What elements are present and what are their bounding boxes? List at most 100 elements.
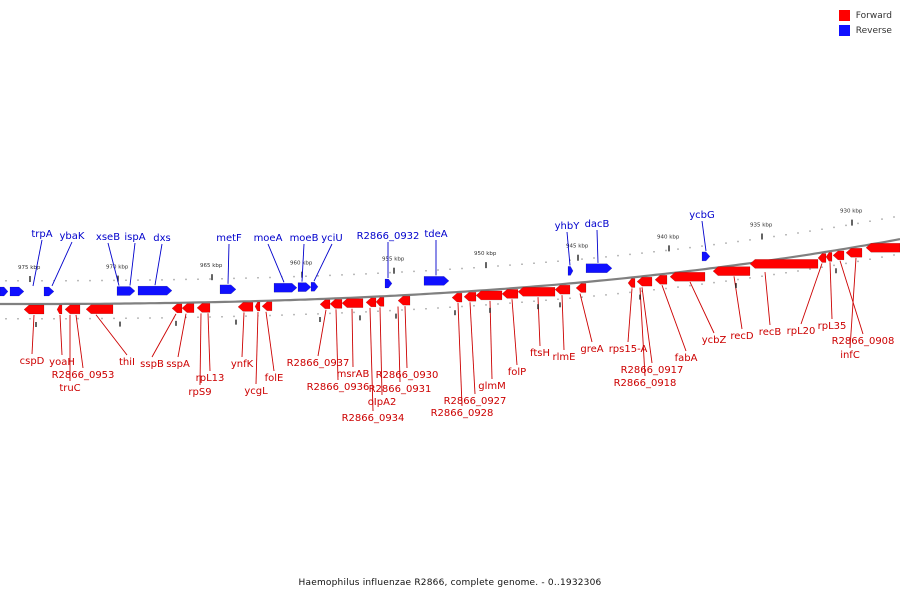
forward-gene-label: infC (840, 350, 860, 361)
legend-forward-label: Forward (855, 10, 892, 21)
forward-gene-arrow (712, 266, 751, 276)
gene-leader-line (241, 312, 245, 358)
forward-gene-arrow (261, 301, 273, 312)
tick-label: 935 kbp (750, 223, 773, 229)
gene-leader-line (51, 241, 73, 287)
legend-reverse: Reverse (838, 23, 892, 38)
forward-gene-label: recB (759, 327, 782, 338)
forward-gene-arrow (627, 278, 636, 288)
forward-gene-label: rpL13 (196, 373, 225, 384)
forward-gene-arrow (397, 295, 411, 306)
forward-gene-label: fabA (675, 353, 698, 364)
gene-leader-line (489, 300, 493, 380)
forward-gene-label: thiI (119, 357, 135, 368)
tick-label: 970 kbp (106, 265, 129, 271)
forward-gene-arrow (825, 252, 833, 262)
forward-gene-label: R2866_0927 (444, 396, 507, 407)
forward-gene-label: rpS9 (188, 387, 211, 398)
forward-gene-label: R2866_0934 (342, 413, 405, 424)
tick-label: 955 kbp (382, 257, 405, 263)
forward-gene-arrow (56, 304, 63, 315)
forward-gene-label: R2866_0931 (369, 384, 432, 395)
forward-gene-label: ynfK (231, 359, 254, 370)
forward-gene-arrow (636, 276, 653, 287)
reverse-gene-arrow (0, 286, 9, 297)
reverse-gene-label: ybaK (60, 231, 85, 242)
reverse-gene-arrow (423, 276, 450, 286)
gene-leader-line (627, 288, 633, 343)
reverse-gene-label: xseB (96, 232, 120, 243)
forward-gene-arrow (501, 289, 519, 299)
forward-gene-arrow (451, 292, 463, 303)
gene-leader-line (301, 243, 305, 282)
gene-leader-line (457, 302, 463, 407)
gene-leader-line (317, 309, 327, 357)
gene-leader-line (59, 314, 63, 356)
forward-gene-arrow (669, 271, 706, 282)
forward-gene-arrow (181, 303, 195, 313)
gene-leader-line (397, 306, 401, 383)
forward-gene-label: folE (265, 373, 284, 384)
gene-leader-line (154, 243, 163, 286)
reverse-gene-arrow (273, 282, 298, 293)
gene-leader-line (661, 285, 687, 352)
tick-label: 960 kbp (290, 261, 313, 267)
forward-gene-arrow (554, 284, 571, 295)
forward-gene-arrow (845, 248, 863, 258)
tick-label: 950 kbp (474, 251, 497, 257)
forward-gene-arrow (319, 299, 331, 310)
forward-gene-label: yoaH (49, 357, 75, 368)
reverse-gene-arrow (585, 263, 613, 273)
forward-gene-label: R2866_0908 (832, 336, 895, 347)
tick-label: 945 kbp (566, 244, 589, 250)
gene-leader-line (764, 272, 771, 326)
forward-gene-arrow (341, 298, 364, 308)
forward-gene-arrow (64, 304, 81, 315)
reverse-gene-arrow (9, 286, 25, 297)
gene-leader-line (95, 314, 128, 356)
forward-gene-arrow (517, 287, 556, 297)
gene-leader-line (849, 257, 857, 349)
gene-leader-line (579, 293, 593, 343)
forward-gene-label: folP (508, 367, 526, 378)
forward-gene-arrow (463, 291, 477, 302)
forward-gene-label: R2866_0953 (52, 370, 115, 381)
forward-gene-arrow (375, 297, 385, 307)
reverse-gene-label: ycbG (689, 210, 715, 221)
reverse-gene-label: trpA (31, 229, 52, 240)
reverse-gene-arrow (384, 278, 393, 289)
gene-leader-line (267, 243, 285, 283)
gene-leader-line (839, 260, 864, 335)
gene-leader-line (129, 242, 136, 286)
forward-gene-label: R2866_0917 (621, 365, 684, 376)
reverse-gene-arrow (297, 282, 312, 292)
reverse-gene-label: dacB (585, 219, 610, 230)
reverse-gene-arrow (219, 284, 237, 295)
gene-leader-line (151, 313, 177, 358)
forward-gene-label: truC (59, 383, 80, 394)
forward-gene-label: ftsH (530, 348, 550, 359)
gene-leader-line (351, 308, 354, 368)
forward-gene-label: R2866_0928 (431, 408, 494, 419)
forward-gene-label: recD (730, 331, 754, 342)
forward-gene-arrow (365, 297, 377, 308)
backbone-line (0, 238, 900, 306)
forward-gene-arrow (171, 303, 183, 314)
forward-gene-arrow (654, 275, 668, 285)
gene-leader-line (255, 312, 259, 385)
gene-leader-line (469, 302, 476, 395)
reverse-gene-arrow (116, 286, 136, 296)
forward-gene-label: msrAB (337, 369, 370, 380)
forward-gene-label: R2866_0937 (287, 358, 350, 369)
legend-reverse-label: Reverse (855, 25, 892, 36)
forward-gene-label: glmM (478, 381, 506, 392)
gene-leader-line (829, 262, 833, 320)
reverse-gene-arrow (43, 286, 55, 297)
reverse-gene-arrow (137, 285, 173, 296)
reverse-gene-arrow (310, 281, 319, 292)
tick-label: 975 kbp (18, 265, 41, 271)
map-caption: Haemophilus influenzae R2866, complete g… (298, 578, 602, 588)
gene-leader-line (689, 281, 715, 334)
forward-gene-arrow (575, 283, 587, 293)
